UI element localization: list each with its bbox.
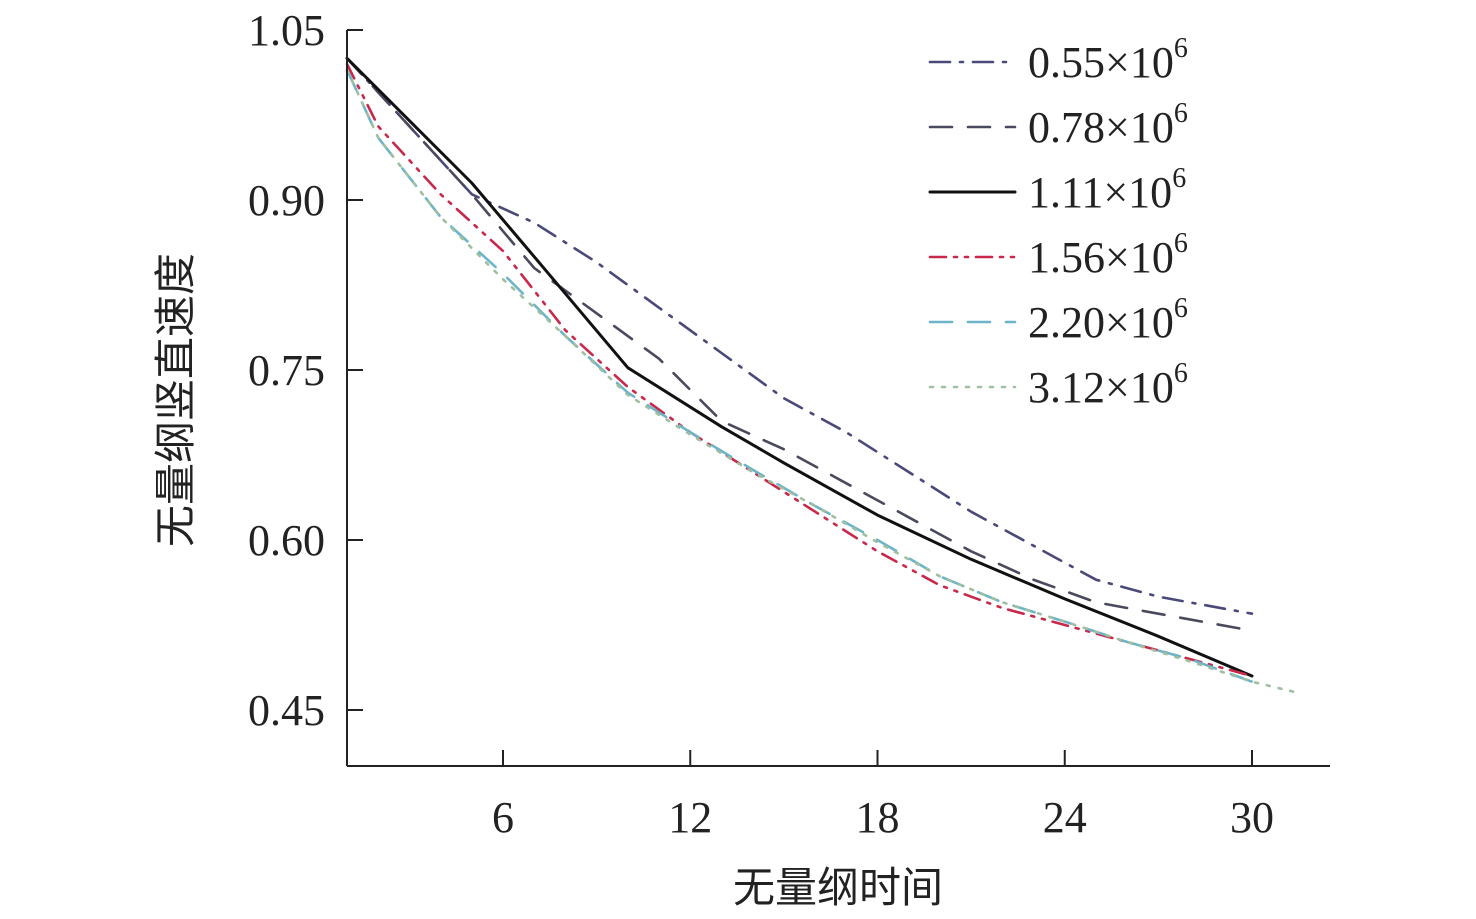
legend-label: 1.11×106: [1028, 163, 1186, 217]
legend: 0.55×106 0.78×106 1.11×106 1.56×106 2.20×106…: [928, 33, 1188, 412]
axes: [346, 30, 1330, 767]
series-line-2: [345, 57, 1254, 632]
y-tick-label: 0.45: [248, 686, 325, 735]
series-line-4: [345, 62, 1254, 678]
y-ticks: 0.45 0.60 0.75 0.90 1.05: [248, 6, 363, 735]
y-tick-label: 0.75: [248, 346, 325, 395]
legend-label: 0.78×106: [1028, 98, 1188, 152]
series-line-3: [345, 56, 1254, 678]
y-axis-title: 无量纲竖直速度: [151, 253, 200, 547]
legend-label: 3.12×106: [1028, 358, 1188, 412]
series-line-6: [345, 68, 1301, 695]
legend-item: 2.20×106: [928, 293, 1188, 347]
legend-item: 0.78×106: [928, 98, 1188, 152]
legend-label: 1.56×106: [1028, 228, 1188, 282]
legend-item: 0.55×106: [928, 33, 1188, 87]
legend-label: 2.20×106: [1028, 293, 1188, 347]
plot-series: [345, 56, 1301, 695]
x-tick-label: 18: [856, 793, 900, 842]
legend-item: 1.11×106: [928, 163, 1186, 217]
x-tick-label: 24: [1043, 793, 1087, 842]
x-tick-label: 30: [1230, 793, 1274, 842]
x-axis-title: 无量纲时间: [733, 863, 943, 912]
x-ticks: 6 12 18 24 30: [492, 750, 1274, 842]
x-tick-label: 6: [492, 793, 514, 842]
y-tick-label: 0.90: [248, 176, 325, 225]
y-tick-label: 1.05: [248, 6, 325, 55]
y-tick-label: 0.60: [248, 516, 325, 565]
legend-item: 1.56×106: [928, 228, 1188, 282]
x-tick-label: 12: [668, 793, 712, 842]
legend-label: 0.55×106: [1028, 33, 1188, 87]
series-line-1: [345, 57, 1254, 615]
legend-item: 3.12×106: [928, 358, 1188, 412]
